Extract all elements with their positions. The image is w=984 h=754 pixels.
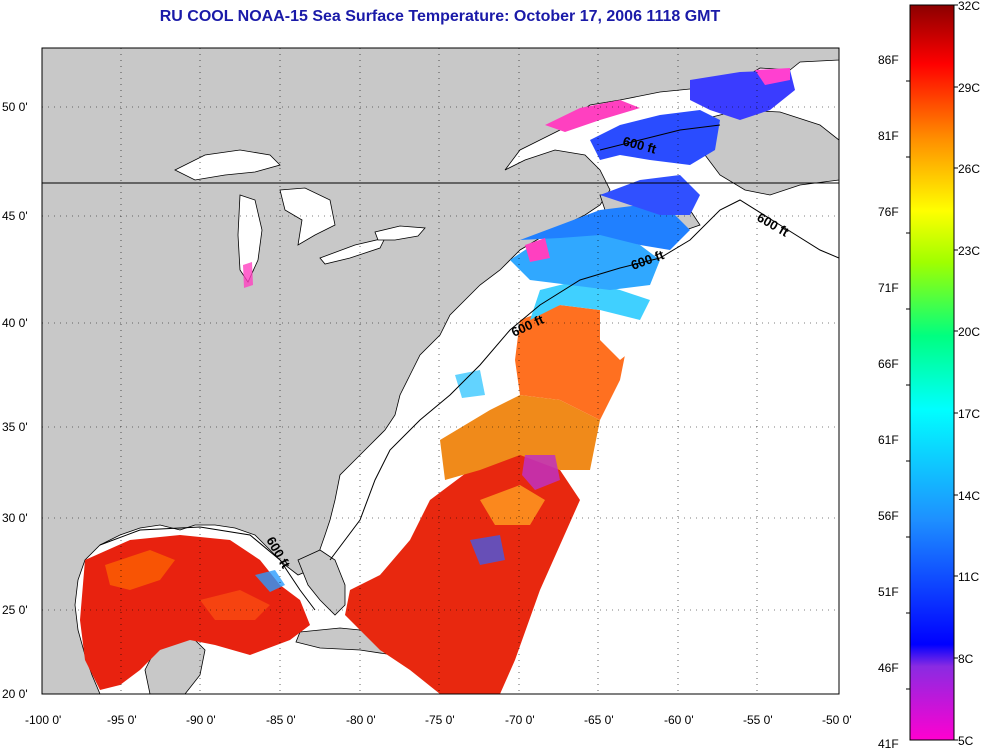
lat-axis: 50 0' 45 0' 40 0' 35 0' 30 0' 25 0' 20 0… [2, 100, 28, 701]
lon-tick-label: -60 0' [664, 713, 694, 727]
lon-tick-label: -75 0' [425, 713, 455, 727]
colorbar-c-label: 17C [958, 407, 980, 421]
colorbar-c-label: 29C [958, 81, 980, 95]
colorbar-f-label: 81F [878, 129, 899, 143]
lon-tick-label: -50 0' [822, 713, 852, 727]
lon-tick-label: -70 0' [505, 713, 535, 727]
colorbar: 32C 29C 26C 23C 20C 17C 14C 11C 8C 5C 86… [878, 0, 980, 751]
colorbar-f-label: 56F [878, 509, 899, 523]
lake-huron [279, 187, 336, 246]
colorbar-f-label: 51F [878, 585, 899, 599]
colorbar-f-label: 61F [878, 433, 899, 447]
lon-axis: -100 0' -95 0' -90 0' -85 0' -80 0' -75 … [25, 713, 852, 727]
colorbar-gradient [909, 4, 955, 741]
colorbar-c-label: 8C [958, 652, 974, 666]
sst-swath [80, 68, 795, 694]
lon-tick-label: -65 0' [584, 713, 614, 727]
lat-tick-label: 45 0' [2, 209, 28, 223]
colorbar-c-label: 32C [958, 0, 980, 13]
map-title: RU COOL NOAA-15 Sea Surface Temperature:… [159, 8, 721, 25]
land-florida [297, 549, 346, 616]
colorbar-f-label: 71F [878, 281, 899, 295]
lat-tick-label: 50 0' [2, 100, 28, 114]
lon-tick-label: -85 0' [266, 713, 296, 727]
colorbar-f-label: 46F [878, 661, 899, 675]
colorbar-c-label: 20C [958, 325, 980, 339]
lat-tick-label: 40 0' [2, 316, 28, 330]
colorbar-f-label: 86F [878, 53, 899, 67]
lat-tick-label: 30 0' [2, 511, 28, 525]
lat-tick-label: 25 0' [2, 603, 28, 617]
lake-ontario [374, 225, 426, 241]
600ft-contour [99, 124, 839, 611]
lat-tick-label: 20 0' [2, 687, 28, 701]
lon-tick-label: -80 0' [346, 713, 376, 727]
colorbar-c-label: 5C [958, 734, 974, 748]
colorbar-f-label: 66F [878, 357, 899, 371]
colorbar-c-label: 23C [958, 244, 980, 258]
colorbar-f-label: 41F [878, 737, 899, 751]
colorbar-c-label: 26C [958, 162, 980, 176]
lon-tick-label: -55 0' [743, 713, 773, 727]
lake-erie [319, 237, 386, 265]
lon-tick-label: -95 0' [107, 713, 137, 727]
colorbar-f-label: 76F [878, 205, 899, 219]
colorbar-c-label: 11C [958, 570, 979, 584]
lon-tick-label: -100 0' [25, 713, 61, 727]
colorbar-c-label: 14C [958, 489, 980, 503]
lake-superior [174, 149, 281, 181]
lake-michigan [237, 194, 263, 283]
lon-tick-label: -90 0' [186, 713, 216, 727]
lat-tick-label: 35 0' [2, 420, 28, 434]
plot-frame [41, 47, 840, 695]
graticule [42, 48, 839, 694]
